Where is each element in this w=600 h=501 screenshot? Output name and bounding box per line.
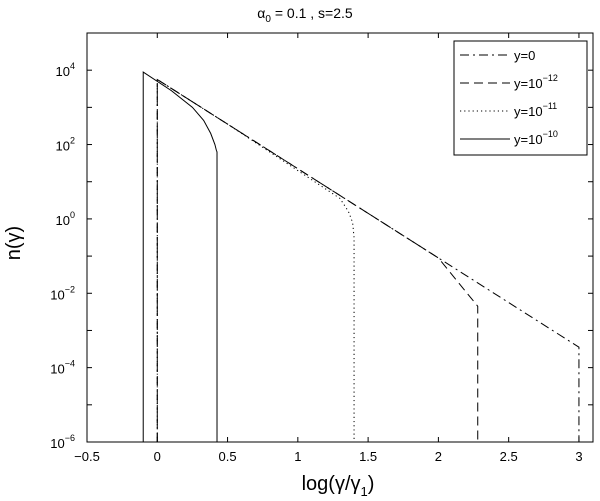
x-tick-label-4: 1.5 — [359, 449, 377, 464]
xlabel-subscript: 1 — [361, 484, 368, 499]
svg-text:α0 = 0.1 , s=2.5: α0 = 0.1 , s=2.5 — [257, 5, 353, 25]
x-tick-label-1: 0 — [154, 449, 161, 464]
x-axis: −0.5 0 0.5 1 1.5 2 2.5 3 — [74, 33, 583, 464]
y-tick-label-3: 100 — [56, 210, 75, 228]
chart-title: α0 = 0.1 , s=2.5 — [257, 5, 353, 25]
legend-label-2: y=10−11 — [514, 101, 557, 119]
y-tick-label-1: 10−4 — [50, 359, 75, 377]
series-line-2 — [156, 78, 355, 442]
series-line-3 — [142, 71, 218, 442]
x-tick-label-0: −0.5 — [74, 449, 100, 464]
x-tick-label-3: 1 — [294, 449, 301, 464]
legend-label-3: y=10−10 — [514, 129, 558, 147]
plot-area — [86, 32, 594, 443]
svg-text:log(γ/γ1): log(γ/γ1) — [302, 473, 375, 499]
plot-border — [86, 32, 594, 443]
series-layer — [142, 71, 580, 442]
y-tick-label-2: 10−2 — [50, 284, 75, 302]
x-tick-label-2: 0.5 — [219, 449, 237, 464]
title-rest: = 0.1 , s=2.5 — [271, 5, 353, 21]
ylabel-text: n(γ) — [3, 226, 25, 260]
y-axis: 10−6 10−4 10−2 100 102 104 — [50, 32, 593, 451]
legend-label-0: y=0 — [514, 48, 535, 63]
y-tick-label-5: 104 — [56, 61, 75, 79]
title-alpha-subscript: 0 — [265, 14, 271, 25]
x-tick-label-7: 3 — [575, 449, 582, 464]
xlabel-close: ) — [368, 473, 375, 495]
title-alpha: α — [257, 5, 265, 21]
xlabel-main: log(γ/γ — [302, 473, 361, 495]
y-axis-label: n(γ) — [3, 226, 25, 260]
x-tick-label-5: 2 — [435, 449, 442, 464]
y-tick-label-0: 10−6 — [50, 433, 75, 451]
x-tick-label-6: 2.5 — [500, 449, 518, 464]
legend: y=0 y=10−12 y=10−11 y=10−10 — [453, 40, 588, 156]
legend-box — [453, 40, 588, 156]
series-line-1 — [156, 78, 479, 442]
series-line-0 — [156, 78, 580, 442]
x-axis-label: log(γ/γ1) — [302, 473, 375, 499]
y-tick-label-4: 102 — [56, 136, 75, 154]
legend-label-1: y=10−12 — [514, 73, 558, 91]
